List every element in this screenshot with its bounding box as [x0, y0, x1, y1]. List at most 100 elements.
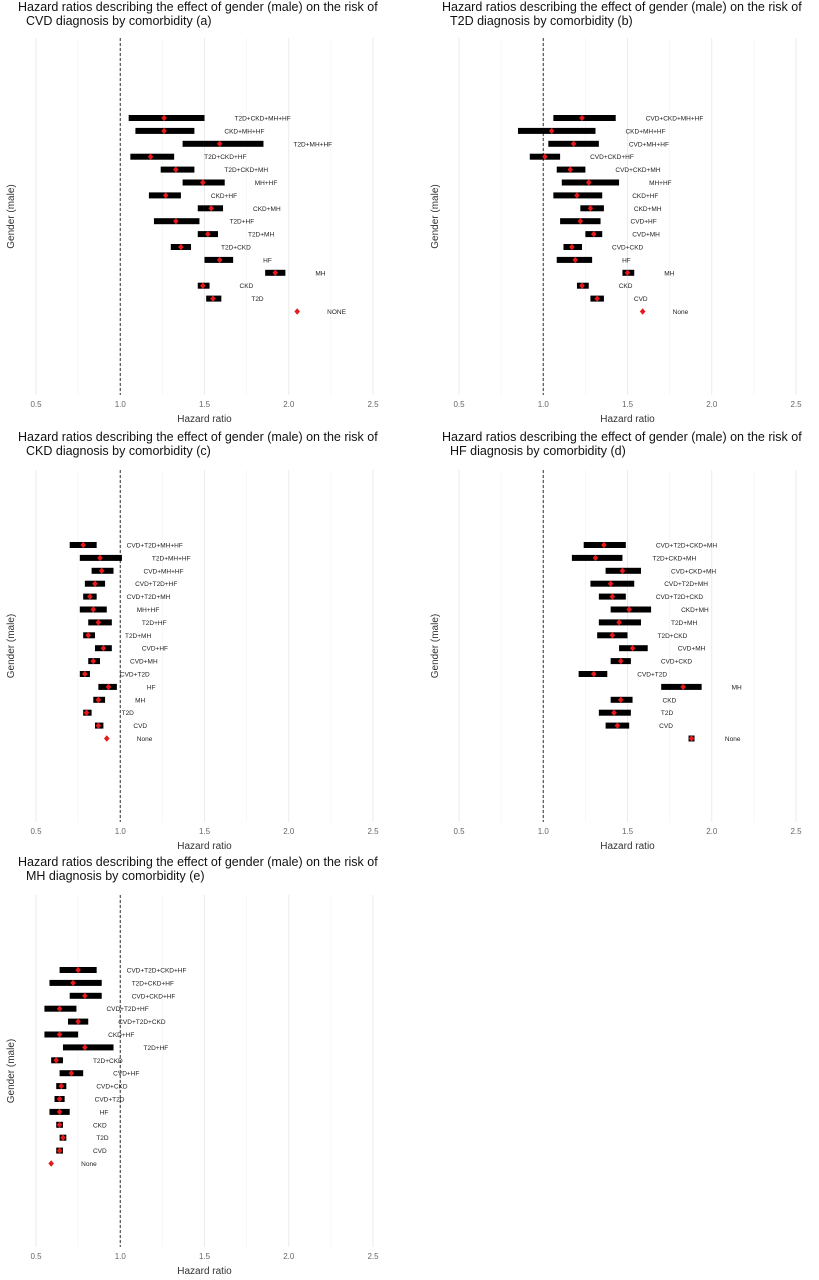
- row-label: MH: [732, 684, 742, 691]
- row-label: CVD+HF: [113, 1071, 139, 1078]
- point-estimate: [103, 735, 110, 742]
- point-estimate: [609, 593, 616, 600]
- forest-panel-b: Hazard ratios describing the effect of g…: [424, 0, 819, 430]
- point-estimate: [56, 1108, 63, 1116]
- row-label: CVD+T2D+CKD: [118, 1019, 166, 1026]
- forest-plot: CVD+T2D+CKD+HF T2D+CKD+HF CVD+CKD+HF CVD+T2…: [6, 895, 379, 1277]
- x-axis-label: Hazard ratio: [177, 841, 232, 852]
- row-label: CKD+MH: [681, 607, 709, 614]
- row-label: CVD+MH: [130, 659, 158, 666]
- panel-title: Hazard ratios describing the effect of g…: [18, 0, 378, 28]
- panel-title: Hazard ratios describing the effect of g…: [442, 0, 802, 28]
- row-label: CVD+T2D: [95, 1097, 125, 1104]
- point-estimate: [82, 1044, 88, 1051]
- point-estimate: [205, 230, 211, 238]
- point-estimate: [200, 282, 206, 289]
- row-label: CVD+T2D+MH: [127, 594, 171, 601]
- row-label: HF: [263, 257, 272, 264]
- point-estimate: [594, 295, 600, 302]
- row-label: CVD+CKD: [96, 1084, 128, 1091]
- forest-plot: CVD+T2D+MH+HF T2D+MH+HF CVD+MH+HF CVD+T2D+H…: [6, 470, 379, 852]
- row-label: CKD+HF: [108, 1032, 134, 1039]
- row-label: T2D+HF: [144, 1045, 169, 1052]
- row-label: T2D+HF: [229, 219, 254, 226]
- row-label: CVD+CKD+MH: [615, 167, 660, 174]
- row-label: T2D+MH+HF: [293, 141, 332, 148]
- x-tick-label: 2.5: [790, 400, 802, 409]
- point-estimate: [208, 205, 215, 212]
- y-axis-label: Gender (male): [430, 184, 441, 248]
- row-label: HF: [100, 1109, 109, 1116]
- x-tick-label: 2.0: [706, 827, 718, 836]
- point-estimate: [161, 127, 167, 135]
- point-estimate: [147, 153, 154, 160]
- row-label: T2D+MH: [248, 232, 274, 239]
- point-estimate: [161, 114, 167, 122]
- panel-title: Hazard ratios describing the effect of g…: [18, 430, 378, 458]
- row-label: T2D+CKD: [221, 245, 251, 252]
- x-tick-label: 1.5: [199, 827, 211, 836]
- chart-subtitle: CKD diagnosis by comorbidity (c): [26, 444, 211, 458]
- x-tick-label: 1.5: [199, 400, 211, 409]
- forest-panel-c: Hazard ratios describing the effect of g…: [0, 430, 410, 855]
- ci-bar: [62, 1044, 114, 1051]
- x-axis-label: Hazard ratio: [177, 414, 232, 425]
- row-label: CVD+T2D+CKD+HF: [127, 968, 187, 975]
- row-label: T2D+MH+HF: [152, 555, 191, 562]
- row-label: CVD+CKD: [612, 245, 644, 252]
- x-tick-label: 0.5: [453, 400, 465, 409]
- ci-bar: [517, 127, 596, 134]
- row-label: CKD+HF: [211, 193, 237, 200]
- row-label: T2D: [122, 710, 135, 717]
- row-label: T2D+CKD: [93, 1058, 123, 1065]
- row-label: CKD+HF: [632, 193, 658, 200]
- point-estimate: [567, 166, 574, 173]
- row-label: T2D+CKD+HF: [204, 154, 246, 161]
- point-estimate: [601, 541, 607, 549]
- row-label: MH+HF: [137, 607, 160, 614]
- row-label: T2D: [96, 1135, 109, 1142]
- x-tick-label: 0.5: [30, 827, 42, 836]
- row-label: CVD: [659, 723, 673, 730]
- row-label: CVD+CKD+MH+HF: [646, 116, 704, 123]
- point-estimate: [614, 722, 621, 729]
- y-axis-label: Gender (male): [6, 614, 17, 678]
- point-estimate: [75, 1018, 81, 1025]
- x-axis-label: Hazard ratio: [600, 841, 655, 852]
- point-estimate: [639, 308, 646, 315]
- row-label: MH+HF: [649, 180, 672, 187]
- row-label: CVD: [634, 296, 648, 303]
- point-estimate: [210, 295, 216, 302]
- forest-panel-d: Hazard ratios describing the effect of g…: [424, 430, 819, 855]
- forest-panel-a: Hazard ratios describing the effect of g…: [0, 0, 410, 430]
- point-estimate: [574, 192, 580, 199]
- chart-subtitle: MH diagnosis by comorbidity (e): [26, 869, 205, 883]
- row-label: CVD+T2D+HF: [106, 1006, 148, 1013]
- point-estimate: [58, 1082, 65, 1090]
- chart-subtitle: T2D diagnosis by comorbidity (b): [450, 14, 633, 28]
- row-label: CKD: [93, 1122, 107, 1129]
- point-estimate: [570, 140, 577, 147]
- row-label: CVD+T2D: [637, 672, 667, 679]
- chart-title: Hazard ratios describing the effect of g…: [18, 855, 378, 869]
- row-label: CKD: [663, 697, 677, 704]
- chart-title: Hazard ratios describing the effect of g…: [18, 430, 378, 444]
- row-label: T2D+CKD+MH: [652, 555, 696, 562]
- point-estimate: [216, 140, 223, 147]
- row-label: CKD+MH+HF: [625, 128, 665, 135]
- row-label: T2D+MH: [671, 620, 697, 627]
- y-axis-label: Gender (male): [430, 614, 441, 678]
- row-label: CVD+MH: [632, 232, 660, 239]
- x-tick-label: 0.5: [30, 1252, 42, 1261]
- row-label: CVD+T2D+MH+HF: [127, 543, 183, 550]
- point-estimate: [56, 1095, 63, 1103]
- chart-title: Hazard ratios describing the effect of g…: [442, 430, 802, 444]
- row-label: CVD+MH: [678, 646, 706, 653]
- x-tick-label: 2.0: [283, 400, 295, 409]
- point-estimate: [607, 580, 614, 587]
- row-label: HF: [147, 684, 156, 691]
- x-tick-label: 1.0: [538, 827, 550, 836]
- point-estimate: [173, 218, 179, 225]
- forest-panel-e: Hazard ratios describing the effect of g…: [0, 855, 410, 1280]
- point-estimate: [90, 606, 97, 613]
